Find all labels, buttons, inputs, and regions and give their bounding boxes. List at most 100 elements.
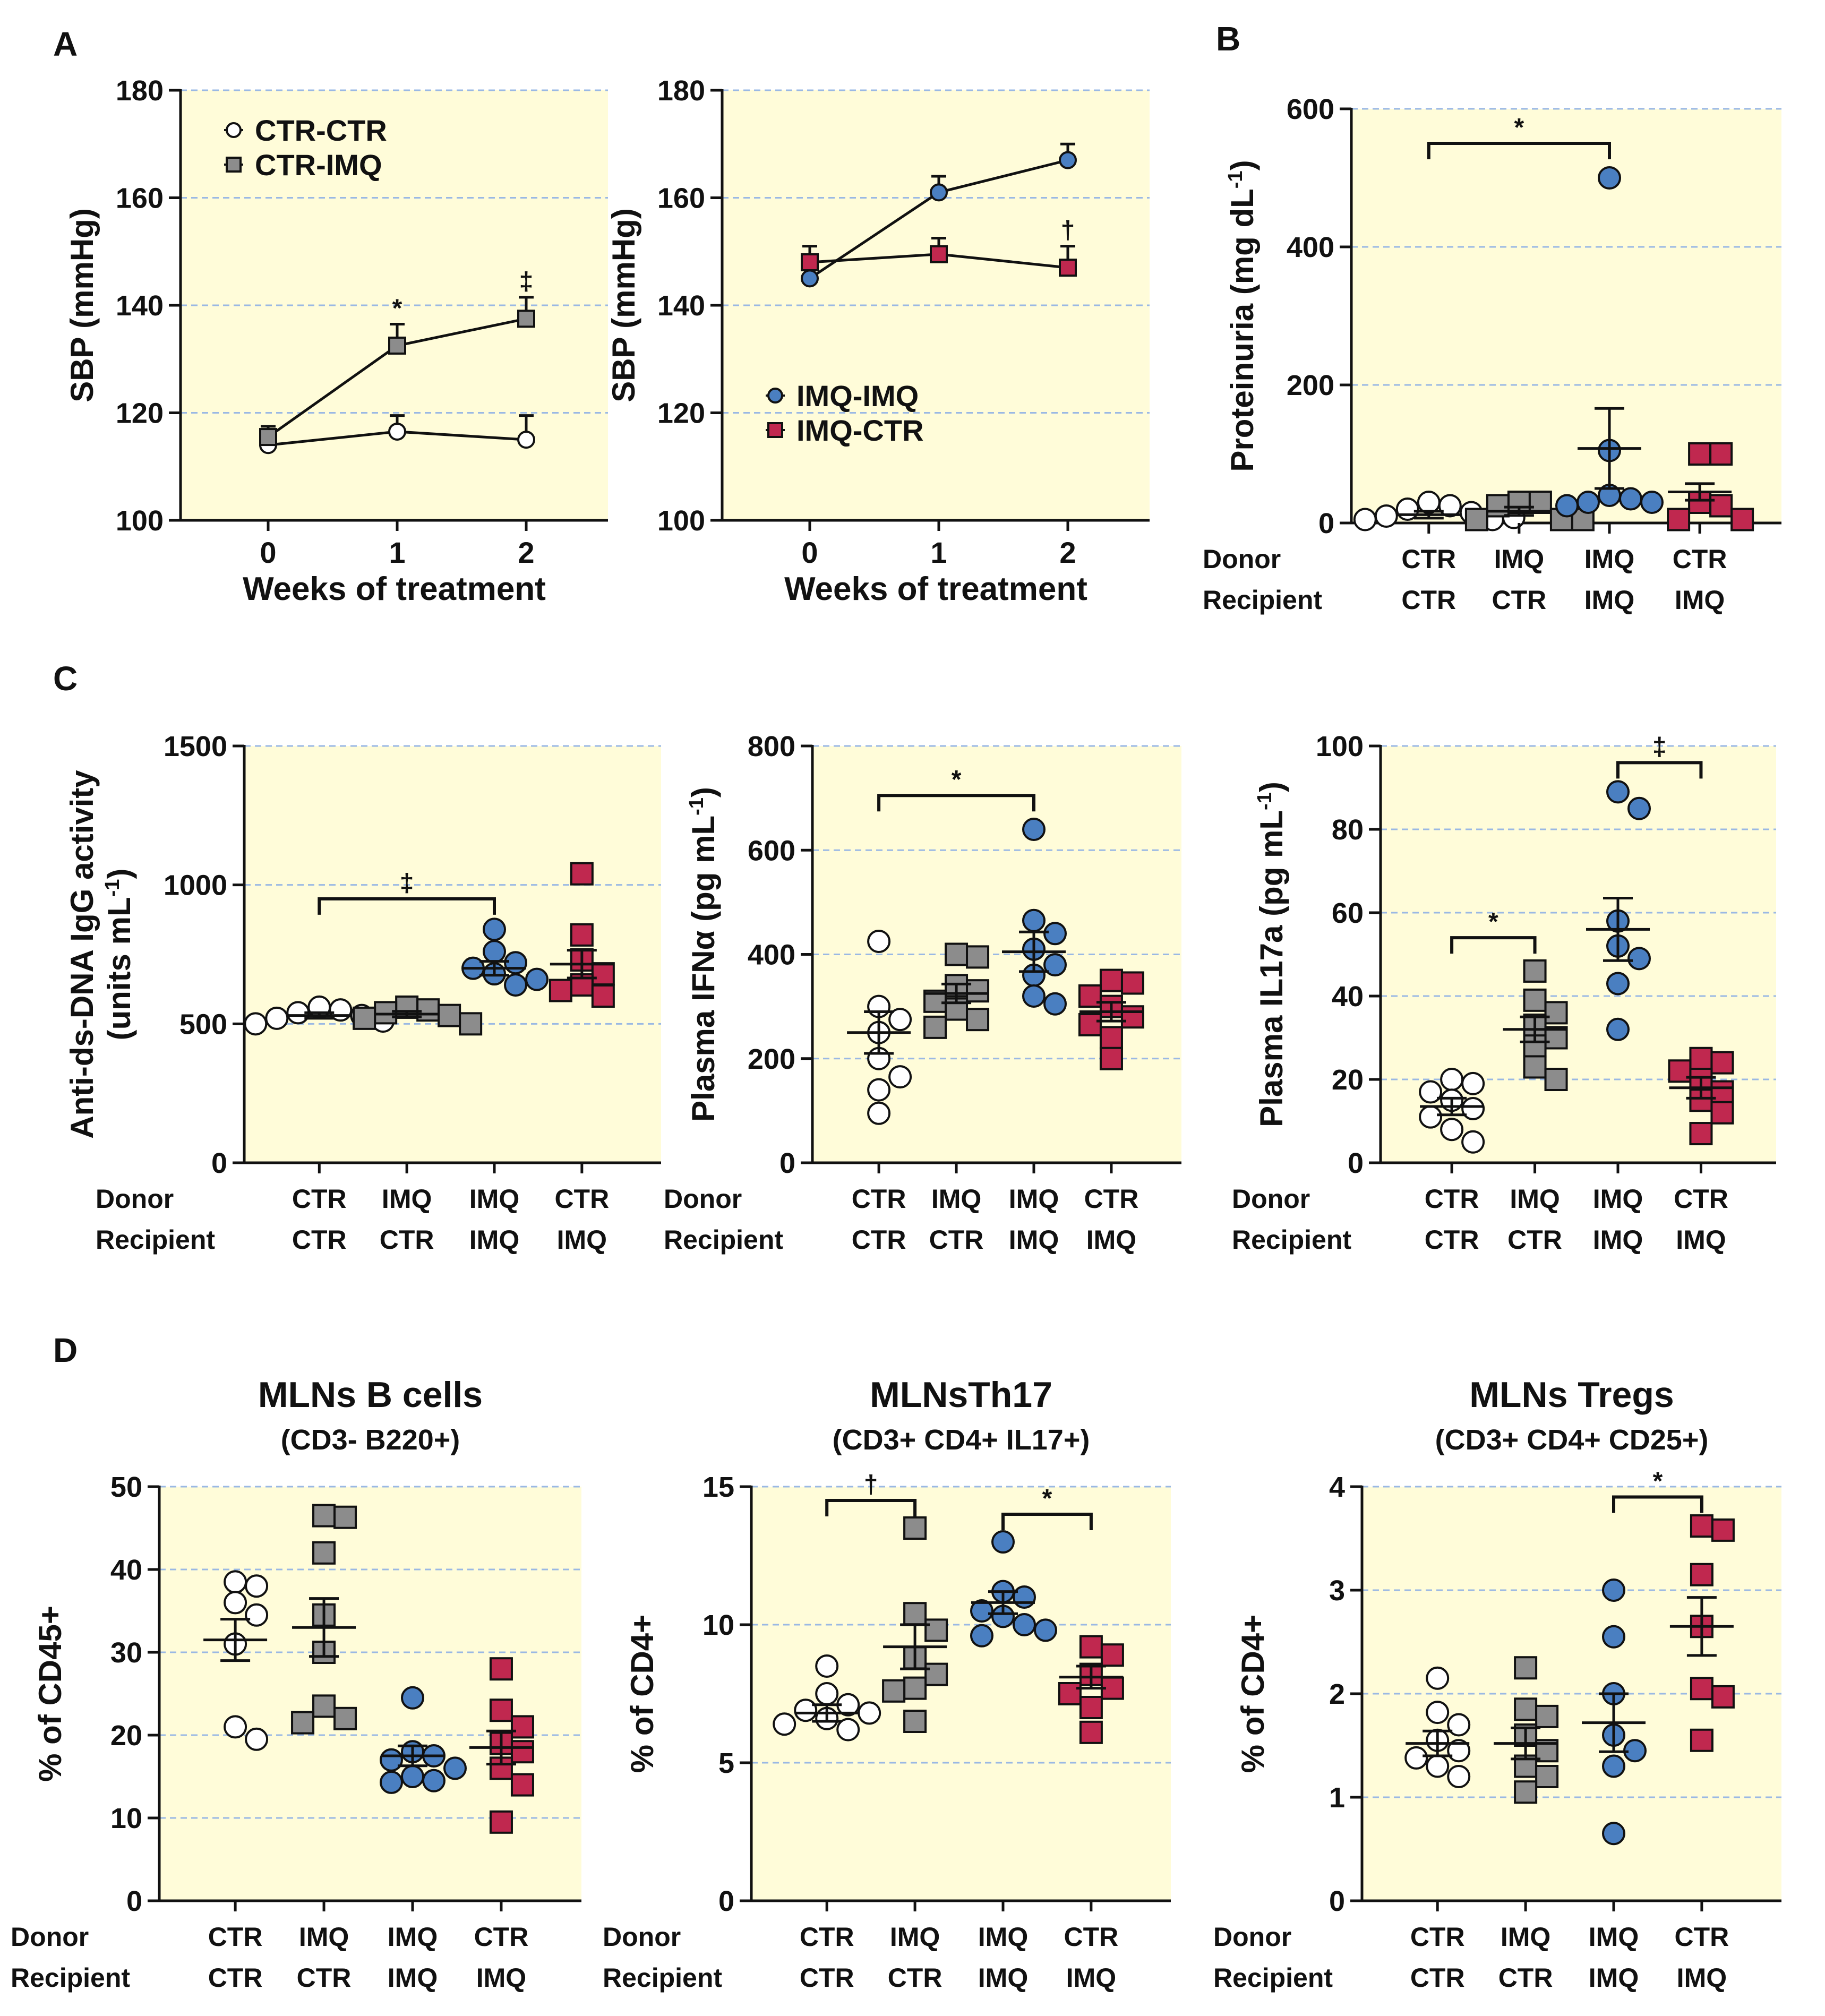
recipient-label: CTR bbox=[1492, 585, 1547, 615]
donor-label: CTR bbox=[554, 1184, 609, 1214]
y-tick-label: 5 bbox=[718, 1747, 734, 1779]
data-point bbox=[867, 929, 891, 953]
data-point bbox=[353, 1006, 376, 1030]
data-point bbox=[333, 1505, 357, 1529]
data-point bbox=[489, 1810, 513, 1834]
y-tick-label: 100 bbox=[116, 505, 164, 537]
data-point bbox=[388, 336, 406, 355]
y-tick-label: 100 bbox=[657, 505, 705, 537]
y-tick-label: 20 bbox=[1332, 1064, 1364, 1096]
y-tick-label: 0 bbox=[1329, 1885, 1345, 1917]
significance-mark: * bbox=[1653, 1468, 1663, 1496]
x-tick-label: 1 bbox=[389, 536, 405, 569]
data-point bbox=[1555, 494, 1579, 518]
data-point bbox=[1514, 1656, 1538, 1680]
data-point bbox=[1598, 166, 1621, 190]
data-point bbox=[1022, 908, 1046, 932]
data-point bbox=[333, 1706, 357, 1730]
data-point bbox=[1404, 1746, 1428, 1770]
data-point bbox=[1013, 1585, 1036, 1609]
y-axis-label: Proteinuria (mg dL-1) bbox=[1224, 160, 1260, 471]
data-point bbox=[923, 1015, 947, 1039]
chart-subtitle: (CD3+ CD4+ IL17+) bbox=[833, 1424, 1090, 1456]
data-point bbox=[1374, 504, 1398, 528]
y-axis-label: % of CD4+ bbox=[624, 1615, 660, 1773]
data-point bbox=[422, 1769, 445, 1792]
data-point bbox=[1627, 947, 1651, 971]
recipient-label: IMQ bbox=[1676, 1225, 1726, 1255]
data-point bbox=[1690, 1728, 1713, 1752]
data-point bbox=[1079, 1696, 1103, 1719]
y-tick-label: 500 bbox=[179, 1008, 227, 1040]
data-point bbox=[510, 1740, 534, 1764]
data-point bbox=[1619, 487, 1642, 511]
y-tick-label: 140 bbox=[657, 290, 705, 322]
recipient-label: IMQ bbox=[1675, 585, 1725, 615]
data-point bbox=[1602, 1822, 1625, 1846]
donor-row-label: Donor bbox=[96, 1184, 174, 1214]
data-point bbox=[1535, 1704, 1559, 1728]
data-point bbox=[1461, 1071, 1485, 1095]
recipient-row-label: Recipient bbox=[603, 1963, 722, 1993]
donor-label: IMQ bbox=[469, 1184, 519, 1214]
data-point bbox=[224, 1715, 247, 1739]
y-tick-label: 0 bbox=[1318, 508, 1334, 539]
data-point bbox=[224, 1570, 247, 1594]
data-point bbox=[1059, 259, 1077, 277]
recipient-label: IMQ bbox=[1009, 1225, 1059, 1255]
data-point bbox=[291, 1711, 315, 1735]
data-point bbox=[888, 1008, 912, 1032]
data-point bbox=[1544, 1001, 1568, 1025]
y-tick-label: 140 bbox=[116, 290, 164, 322]
data-point bbox=[245, 1574, 269, 1598]
data-point bbox=[459, 1012, 483, 1036]
data-point bbox=[525, 967, 549, 991]
y-axis-label: SBP (mmHg) bbox=[606, 208, 641, 402]
significance-mark: ‡ bbox=[400, 869, 414, 897]
chart-title: MLNs B cells bbox=[258, 1375, 483, 1415]
data-point bbox=[801, 269, 819, 288]
recipient-label: CTR bbox=[800, 1963, 854, 1993]
data-point bbox=[1043, 953, 1067, 977]
significance-mark: * bbox=[1042, 1485, 1052, 1513]
data-point bbox=[504, 973, 527, 997]
y-tick-label: 10 bbox=[702, 1609, 734, 1641]
donor-label: IMQ bbox=[299, 1922, 349, 1952]
data-point bbox=[1523, 1055, 1547, 1079]
y-axis-label-end: ) bbox=[1254, 782, 1289, 792]
significance-bracket bbox=[1450, 936, 1537, 954]
data-point bbox=[570, 923, 594, 947]
significance-bracket bbox=[877, 794, 1035, 812]
recipient-label: CTR bbox=[380, 1225, 434, 1255]
significance-mark: * bbox=[952, 766, 962, 794]
chart-subtitle: (CD3- B220+) bbox=[281, 1424, 460, 1456]
data-point bbox=[549, 979, 572, 1002]
recipient-label: IMQ bbox=[1677, 1963, 1727, 1993]
data-point bbox=[815, 1654, 839, 1678]
data-point bbox=[966, 1008, 990, 1032]
data-point bbox=[924, 1618, 948, 1642]
recipient-label: IMQ bbox=[1584, 585, 1634, 615]
data-point bbox=[815, 1682, 839, 1705]
data-point bbox=[489, 1698, 513, 1722]
donor-label: CTR bbox=[1410, 1922, 1465, 1952]
y-tick-label: 1 bbox=[1329, 1782, 1345, 1814]
data-point bbox=[1034, 1618, 1057, 1642]
legend-label: CTR-CTR bbox=[255, 114, 387, 147]
significance-bracket bbox=[1001, 1513, 1093, 1530]
y-tick-label: 200 bbox=[748, 1043, 795, 1075]
donor-label: IMQ bbox=[388, 1922, 438, 1952]
y-tick-label: 60 bbox=[1332, 897, 1364, 929]
data-point bbox=[1514, 1780, 1538, 1804]
y-tick-label: 180 bbox=[116, 75, 164, 107]
data-point bbox=[1606, 972, 1630, 996]
recipient-row-label: Recipient bbox=[1232, 1225, 1351, 1255]
data-point bbox=[591, 962, 615, 986]
y-tick-label: 0 bbox=[779, 1147, 795, 1179]
data-point bbox=[401, 1686, 424, 1710]
recipient-row-label: Recipient bbox=[664, 1225, 783, 1255]
data-point bbox=[801, 253, 819, 271]
significance-mark: ‡ bbox=[1652, 733, 1667, 761]
y-tick-label: 20 bbox=[110, 1720, 142, 1752]
